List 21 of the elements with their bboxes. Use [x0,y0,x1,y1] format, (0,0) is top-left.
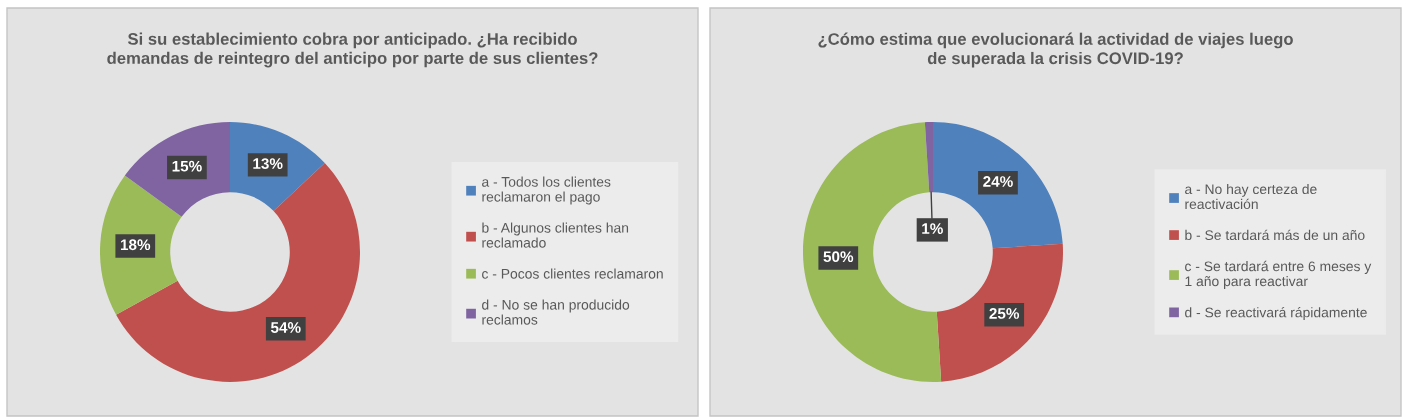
donut-slice [924,122,933,193]
legend-label: b - Algunos clientes han reclamado [482,222,629,248]
data-label: 25% [989,308,1020,319]
legend-label: a - No hay certeza de reactivación [1185,183,1317,210]
donut-slice [936,243,1063,382]
data-label: 1% [922,223,943,234]
data-label: 54% [270,322,301,333]
legend-label: d - Se reactivará rápidamente [1185,306,1367,321]
chart-title: ¿Cómo estima que evolucionará la actividad de viajes luego de superada la crisis COVID-19? [818,32,1293,68]
legend-label: a - Todos los clientes reclamaron el pago [482,176,611,205]
legend-label: c - Pocos clientes reclamaron [482,268,663,279]
data-label: 50% [823,251,854,263]
legend-label: c - Se tardará entre 6 meses y 1 año para reactivar [1185,260,1372,289]
data-label: 15% [172,160,202,172]
data-label: 24% [983,176,1013,187]
legend-label: d - No se han producido reclamos [482,299,630,325]
data-label: 18% [120,239,151,251]
data-label: 13% [253,158,283,170]
chart-title: Si su establecimiento cobra por anticipado. ¿Ha recibido demandas de reintegro del anticipo por parte de sus clientes? [107,32,598,68]
legend-label: b - Se tardará más de un año [1185,229,1365,241]
donut-slice [803,122,942,382]
